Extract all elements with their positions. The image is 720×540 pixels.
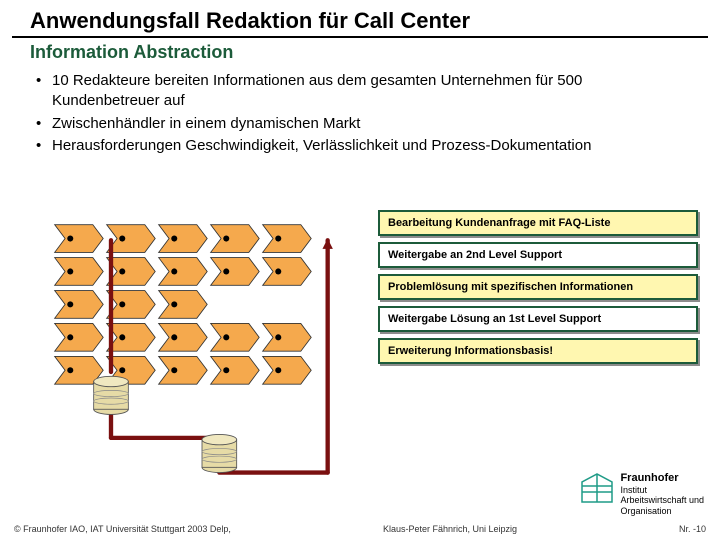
bullet-list: 10 Redakteure bereiten Informationen aus…: [0, 71, 720, 156]
bullet-item: 10 Redakteure bereiten Informationen aus…: [36, 71, 692, 112]
step-box: Problemlösung mit spezifischen Informati…: [378, 274, 698, 300]
step-boxes: Bearbeitung Kundenanfrage mit FAQ-Liste W…: [378, 210, 698, 364]
step-box: Erweiterung Informationsbasis!: [378, 338, 698, 364]
logo-sub3: Organisation: [620, 506, 671, 516]
bullet-item: Zwischenhändler in einem dynamischen Mar…: [36, 114, 692, 134]
logo-name: Fraunhofer: [620, 472, 678, 484]
footer-right: Nr. -10: [646, 524, 706, 534]
logo-sub2: Arbeitswirtschaft und: [620, 495, 704, 505]
footer: © Fraunhofer IAO, IAT Universität Stuttg…: [0, 524, 720, 534]
footer-left: © Fraunhofer IAO, IAT Universität Stuttg…: [14, 524, 254, 534]
logo-text: Fraunhofer Institut Arbeitswirtschaft un…: [620, 472, 704, 516]
process-diagram: [22, 216, 382, 476]
logo-sub1: Institut: [620, 485, 647, 495]
footer-mid: Klaus-Peter Fähnrich, Uni Leipzig: [254, 524, 646, 534]
page-subtitle: Information Abstraction: [12, 38, 708, 71]
page-title: Anwendungsfall Redaktion für Call Center: [12, 0, 708, 38]
bullet-item: Herausforderungen Geschwindigkeit, Verlä…: [36, 136, 692, 156]
logo-mark-icon: [580, 472, 614, 506]
fraunhofer-logo: Fraunhofer Institut Arbeitswirtschaft un…: [580, 472, 704, 516]
step-box: Weitergabe Lösung an 1st Level Support: [378, 306, 698, 332]
step-box: Bearbeitung Kundenanfrage mit FAQ-Liste: [378, 210, 698, 236]
step-box: Weitergabe an 2nd Level Support: [378, 242, 698, 268]
